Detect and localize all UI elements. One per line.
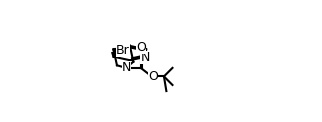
Text: O: O <box>148 70 158 83</box>
Text: N: N <box>122 61 131 74</box>
Text: Br: Br <box>116 44 130 57</box>
Text: O: O <box>136 41 146 54</box>
Text: N: N <box>140 51 150 64</box>
